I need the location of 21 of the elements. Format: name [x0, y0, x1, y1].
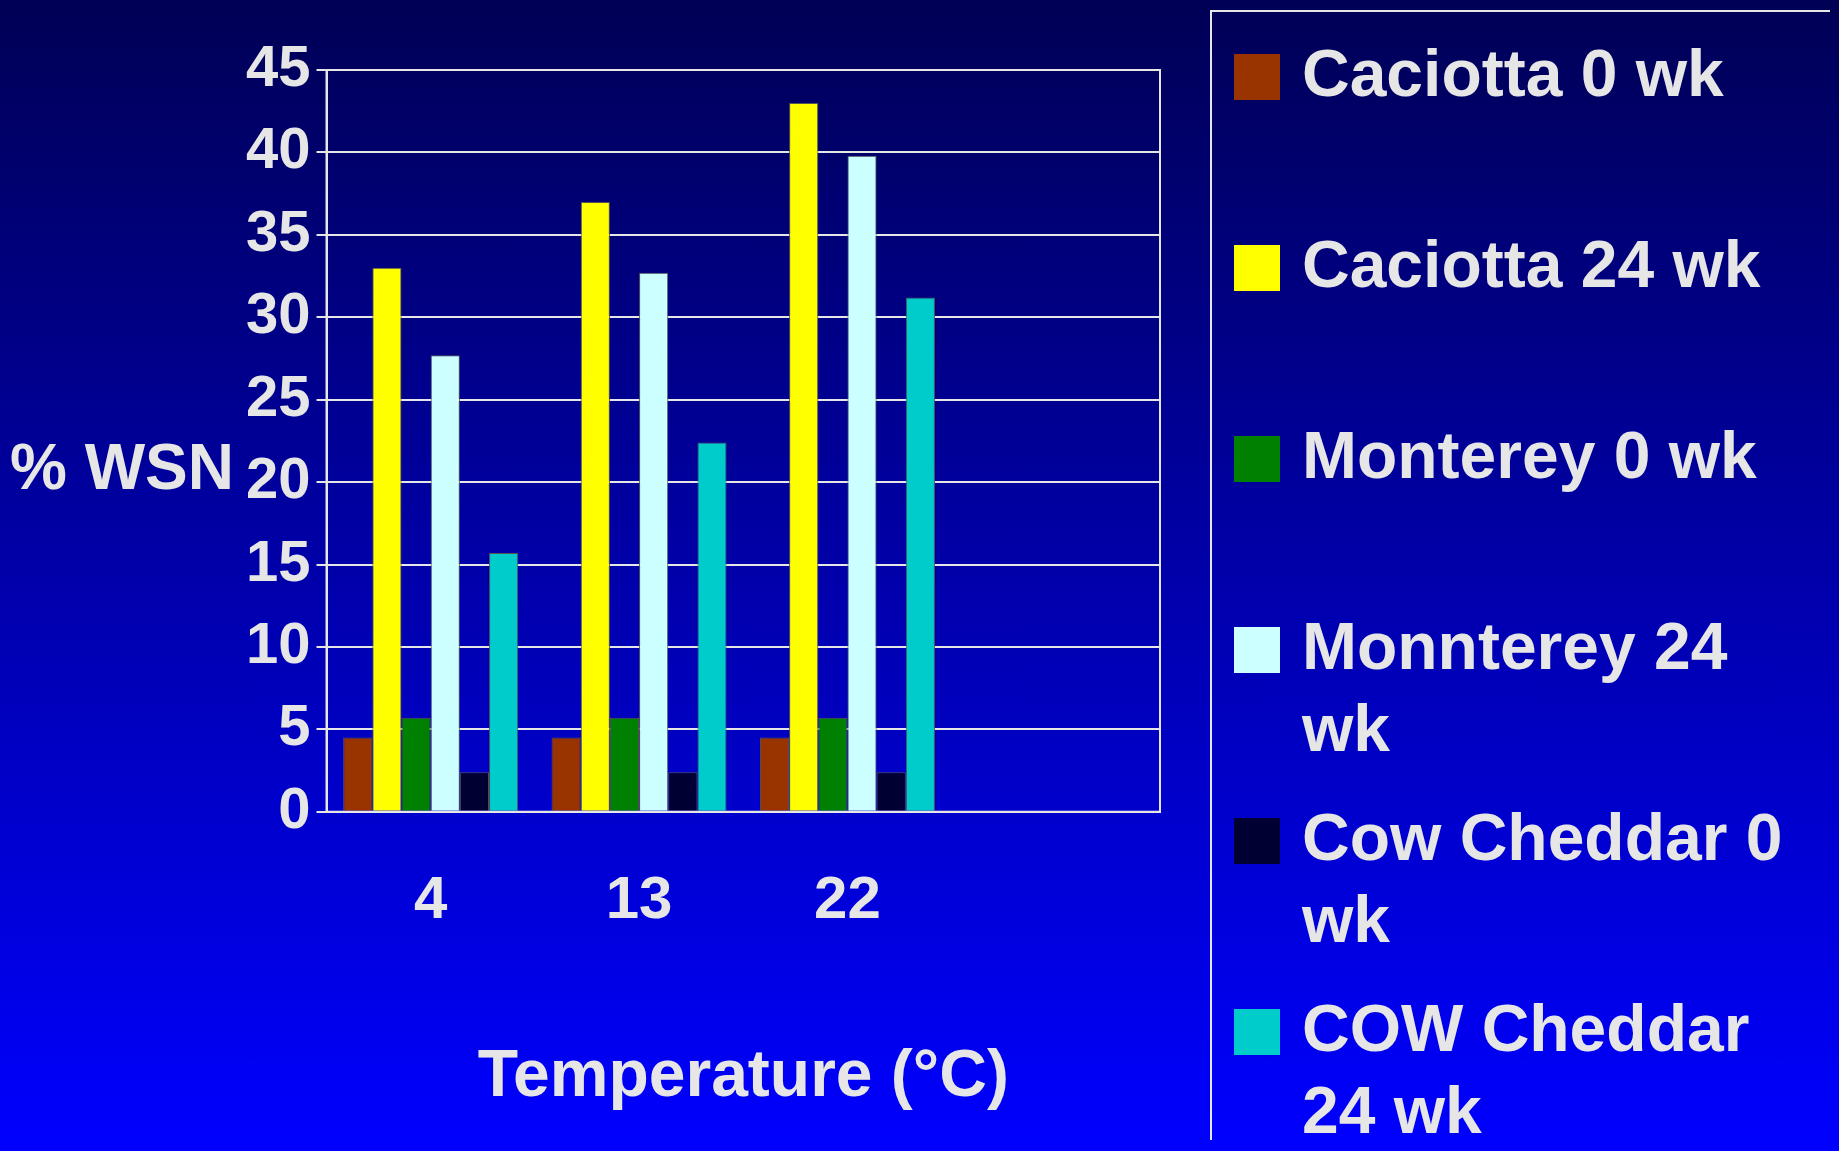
x-axis-title: Temperature (°C): [477, 1035, 1009, 1110]
y-tick-label: 30: [246, 280, 311, 346]
legend-label: Monnterey 24 wk: [1302, 608, 1729, 767]
y-tick-label: 0: [278, 774, 311, 840]
x-tick-label: 22: [814, 864, 881, 932]
y-tick-label: 15: [246, 527, 311, 593]
y-tick-label: 35: [246, 197, 311, 263]
legend-label: COW Cheddar 24 wk: [1302, 990, 1751, 1142]
legend-label: Caciotta 0 wk: [1302, 35, 1724, 112]
y-tick-label: 40: [246, 115, 311, 181]
y-axis-title: % WSN: [10, 430, 234, 504]
x-tick-label: 4: [414, 864, 449, 932]
y-tick-label: 45: [246, 33, 311, 98]
y-tick-label: 20: [246, 445, 311, 511]
y-tick-label: 25: [246, 362, 311, 428]
x-tick-label: 13: [605, 864, 673, 932]
legend-label: Cow Cheddar 0 wk: [1302, 799, 1784, 958]
legend-label: Caciotta 24 wk: [1302, 226, 1761, 303]
y-tick-label: 10: [246, 609, 311, 675]
y-tick-label: 5: [278, 692, 311, 758]
legend-label: Monterey 0 wk: [1302, 417, 1757, 494]
